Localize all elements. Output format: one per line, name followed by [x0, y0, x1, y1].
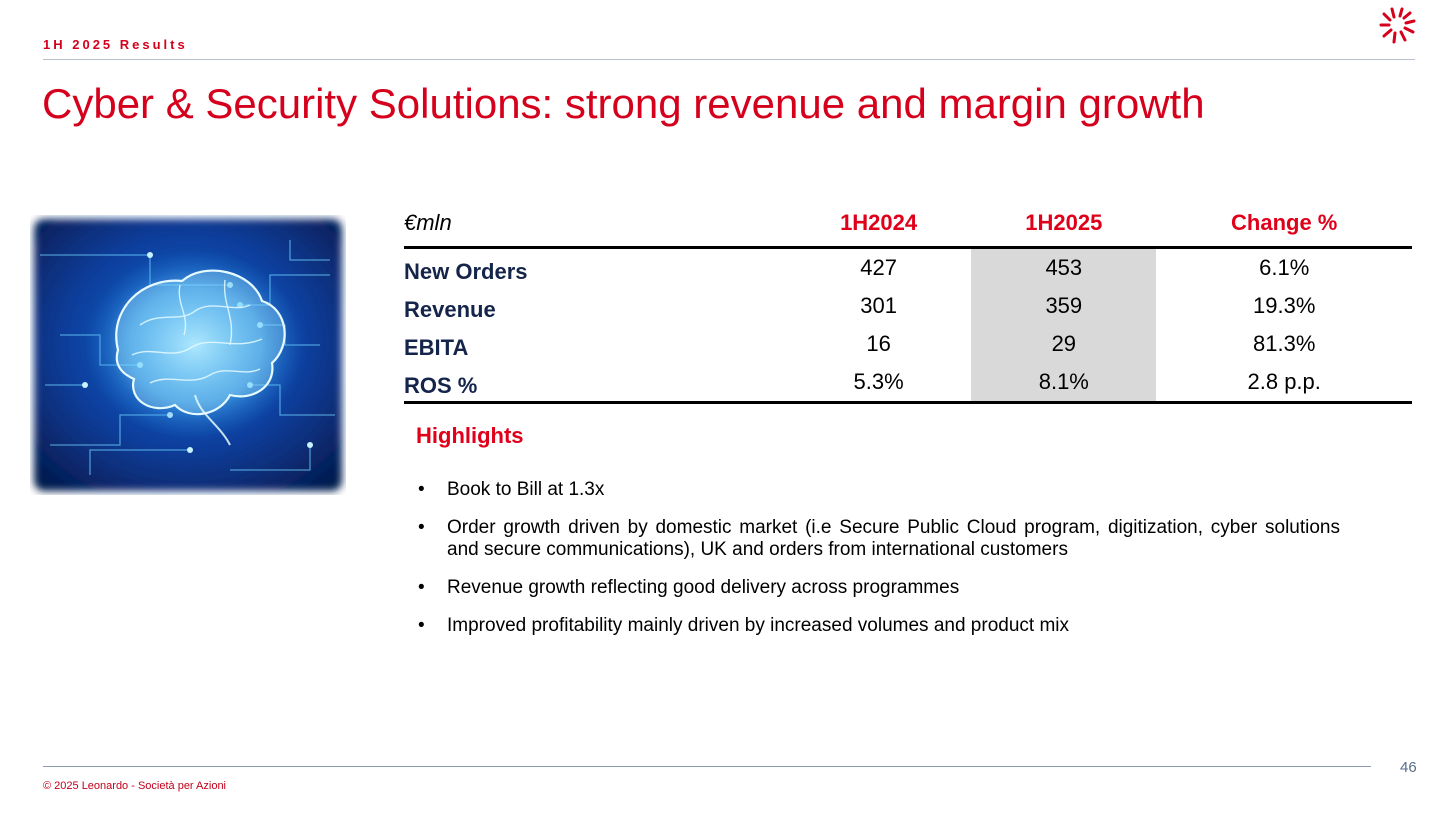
financial-table: €mln 1H2024 1H2025 Change % New Orders 4…: [404, 200, 1412, 404]
digital-brain-image: [34, 219, 342, 491]
highlights-heading: Highlights: [416, 423, 524, 448]
copyright-notice: © 2025 Leonardo - Società per Azioni: [43, 780, 227, 792]
footer-divider: [43, 766, 1371, 767]
bullet-icon: •: [418, 517, 425, 538]
bullet-icon: •: [418, 615, 425, 636]
cell-1h2024: 301: [860, 293, 897, 318]
table-row: ROS % 5.3% 8.1% 2.8 p.p.: [404, 363, 1412, 404]
cell-1h2024: 5.3%: [786, 363, 972, 404]
highlights-list: • Book to Bill at 1.3x • Order growth dr…: [418, 479, 1340, 653]
bullet-icon: •: [418, 577, 425, 598]
cell-change: 19.3%: [1253, 293, 1316, 318]
list-item: • Order growth driven by domestic market…: [418, 517, 1340, 561]
unit-header: €mln: [404, 200, 786, 249]
cell-1h2025: 453: [971, 247, 1157, 287]
cell-change: 2.8 p.p.: [1156, 363, 1412, 404]
list-item: • Improved profitability mainly driven b…: [418, 615, 1340, 637]
cell-1h2024: 427: [860, 255, 897, 280]
page-title: Cyber & Security Solutions: strong reven…: [42, 80, 1205, 127]
column-header-change: Change %: [1156, 200, 1412, 249]
row-label: EBITA: [404, 335, 469, 360]
section-label: 1H 2025 Results: [43, 37, 188, 52]
header-divider: [43, 59, 1415, 60]
list-item: • Revenue growth reflecting good deliver…: [418, 577, 1340, 599]
row-label: Revenue: [404, 297, 496, 322]
highlight-text: Revenue growth reflecting good delivery …: [447, 577, 960, 598]
row-label: ROS %: [404, 363, 786, 404]
cell-1h2025: 8.1%: [971, 363, 1157, 404]
table-header-row: €mln 1H2024 1H2025 Change %: [404, 200, 1412, 249]
page-number: 46: [1400, 759, 1417, 776]
cell-1h2025: 29: [971, 325, 1157, 363]
table-row: EBITA 16 29 81.3%: [404, 325, 1412, 363]
highlight-text: Improved profitability mainly driven by …: [447, 615, 1069, 636]
bullet-icon: •: [418, 479, 425, 500]
cell-1h2024: 16: [866, 331, 891, 356]
leonardo-logo-icon: [1379, 7, 1416, 44]
table-row: Revenue 301 359 19.3%: [404, 287, 1412, 325]
table-row: New Orders 427 453 6.1%: [404, 247, 1412, 287]
column-header-1h2025: 1H2025: [971, 200, 1157, 249]
highlight-text: Order growth driven by domestic market (…: [447, 517, 1340, 560]
cell-change: 81.3%: [1253, 331, 1316, 356]
highlight-text: Book to Bill at 1.3x: [447, 479, 605, 500]
column-header-1h2024: 1H2024: [786, 200, 972, 249]
cell-change: 6.1%: [1259, 255, 1310, 280]
list-item: • Book to Bill at 1.3x: [418, 479, 1340, 501]
row-label: New Orders: [404, 259, 528, 284]
cell-1h2025: 359: [971, 287, 1157, 325]
